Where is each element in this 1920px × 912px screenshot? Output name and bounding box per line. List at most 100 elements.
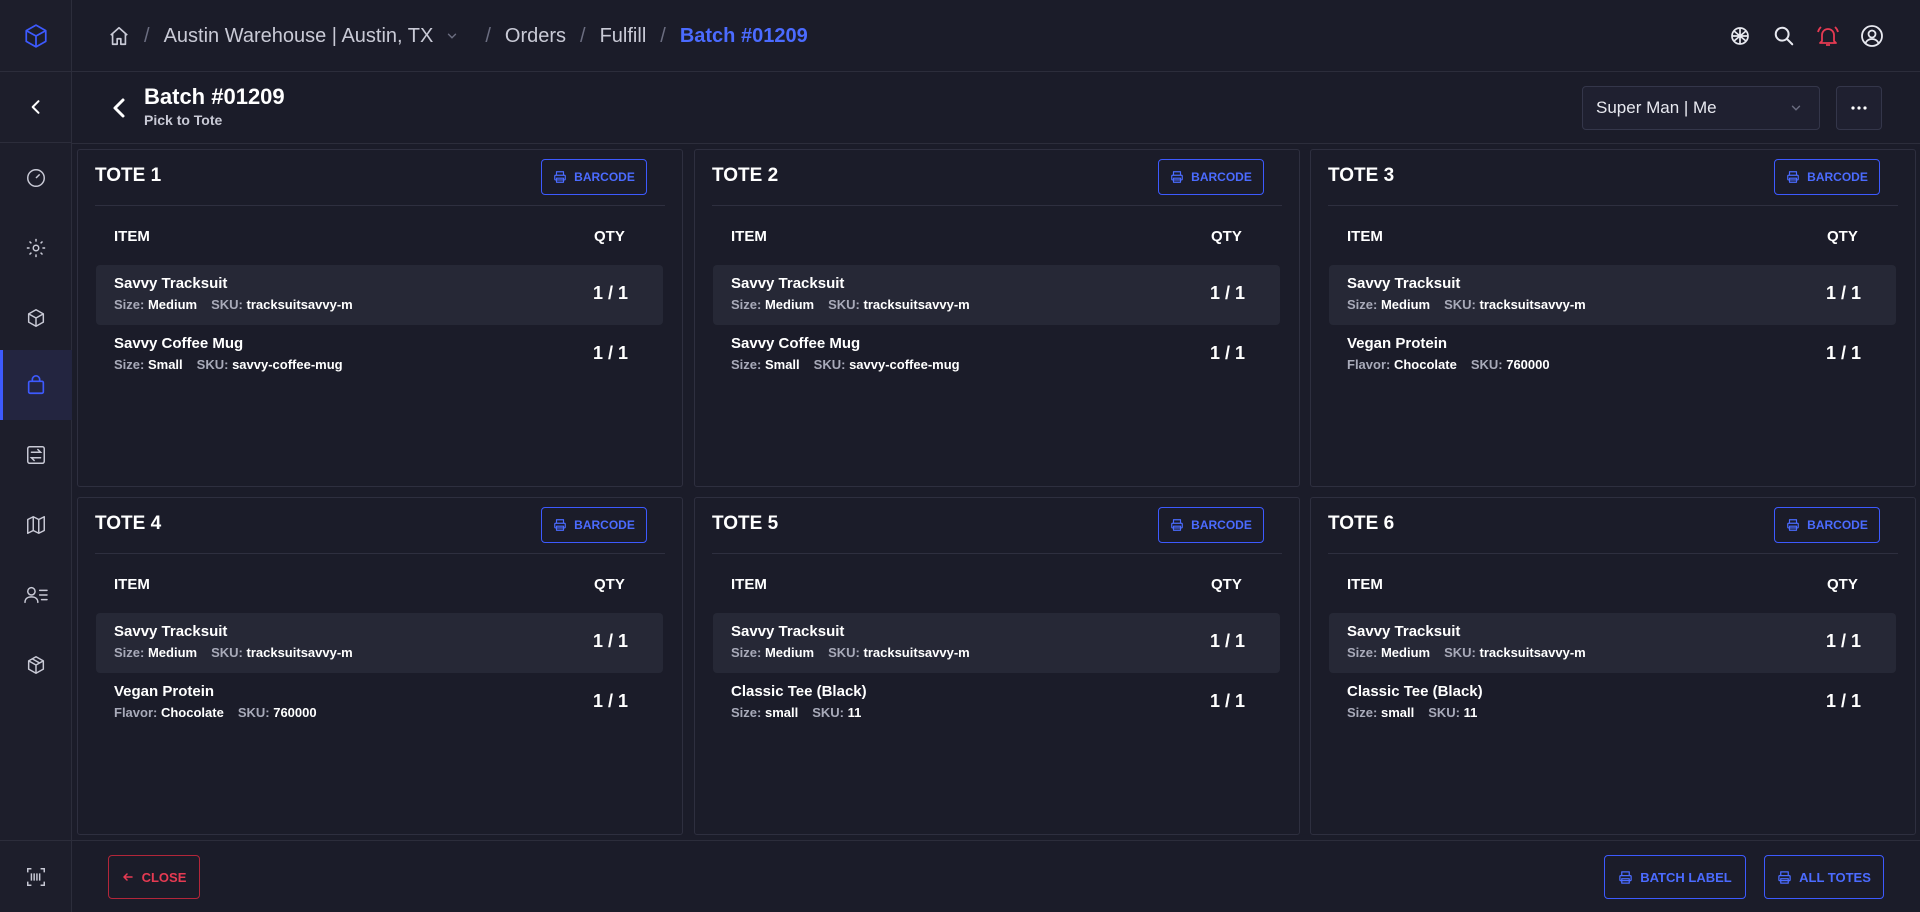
chevron-down-icon — [1791, 105, 1801, 111]
barcode-button[interactable]: BARCODE — [541, 507, 647, 543]
tote-title: TOTE 1 — [95, 165, 162, 186]
list-item[interactable]: Savvy Tracksuit Size: Medium SKU: tracksui… — [713, 613, 1280, 673]
close-label: CLOSE — [141, 869, 187, 885]
breadcrumb-orders[interactable]: Orders — [504, 24, 567, 47]
transfer-icon[interactable] — [0, 420, 72, 490]
breadcrumb-separator: / — [485, 24, 491, 47]
barcode-scan-icon[interactable] — [0, 840, 72, 912]
item-name: Savvy Tracksuit — [114, 275, 228, 292]
package-icon[interactable] — [0, 630, 72, 700]
item-name: Savvy Tracksuit — [1347, 275, 1461, 292]
ellipsis-icon — [1851, 106, 1867, 110]
printer-icon — [554, 519, 566, 531]
printer-icon — [554, 171, 566, 183]
list-item[interactable]: Savvy Coffee Mug Size: Small SKU: savvy-co… — [96, 325, 663, 385]
sku-value: tracksuitsavvy-m — [863, 297, 970, 312]
chevron-left-icon[interactable] — [0, 72, 72, 143]
breadcrumb-separator: / — [580, 24, 586, 47]
item-meta: Size: Small SKU: savvy-coffee-mug — [114, 357, 343, 372]
list-item[interactable]: Classic Tee (Black) Size: small SKU: 11 1 /… — [1329, 673, 1896, 733]
item-meta: Size: Medium SKU: tracksuitsavvy-m — [1347, 297, 1586, 312]
user-list-icon[interactable] — [0, 560, 72, 630]
column-header-qty: QTY — [1211, 228, 1242, 245]
breadcrumb-fulfill[interactable]: Fulfill — [599, 24, 647, 47]
search-icon[interactable] — [1772, 24, 1796, 48]
barcode-label: BARCODE — [574, 170, 635, 184]
batch-label-button[interactable]: BATCH LABEL — [1604, 855, 1746, 899]
home-icon[interactable] — [108, 25, 130, 47]
item-name: Savvy Tracksuit — [731, 275, 845, 292]
tote-title: TOTE 6 — [1328, 513, 1395, 534]
sku-value: tracksuitsavvy-m — [246, 645, 353, 660]
map-icon[interactable] — [0, 490, 72, 560]
list-item[interactable]: Savvy Tracksuit Size: Medium SKU: tracksui… — [713, 265, 1280, 325]
item-meta: Size: Small SKU: savvy-coffee-mug — [731, 357, 960, 372]
barcode-label: BARCODE — [1191, 518, 1252, 532]
sku-label: SKU: — [828, 297, 860, 312]
more-options-button[interactable] — [1836, 86, 1882, 130]
shopping-bag-icon[interactable] — [0, 350, 72, 420]
tote-card: TOTE 3 BARCODE ITEM QTY Savvy Tracksuit Size:… — [1310, 149, 1916, 487]
item-qty: 1 / 1 — [593, 691, 629, 711]
attr-label: Size: — [1347, 705, 1378, 720]
item-name: Savvy Coffee Mug — [731, 335, 861, 352]
tote-card: TOTE 5 BARCODE ITEM QTY Savvy Tracksuit Size:… — [694, 497, 1300, 835]
attr-label: Size: — [114, 297, 145, 312]
item-meta: Size: Medium SKU: tracksuitsavvy-m — [731, 645, 970, 660]
list-item[interactable]: Savvy Tracksuit Size: Medium SKU: tracksui… — [96, 265, 663, 325]
barcode-button[interactable]: BARCODE — [1158, 507, 1264, 543]
breadcrumb-separator: / — [144, 24, 150, 47]
printer-icon — [1171, 171, 1183, 183]
barcode-button[interactable]: BARCODE — [1158, 159, 1264, 195]
column-header-item: ITEM — [731, 228, 767, 245]
tote-card: TOTE 4 BARCODE ITEM QTY Savvy Tracksuit Size:… — [77, 497, 683, 835]
item-qty: 1 / 1 — [1826, 343, 1862, 363]
gear-icon[interactable] — [0, 213, 72, 283]
sku-label: SKU: — [196, 357, 229, 372]
list-item[interactable]: Savvy Coffee Mug Size: Small SKU: savvy-co… — [713, 325, 1280, 385]
sku-label: SKU: — [211, 297, 243, 312]
column-header-item: ITEM — [1347, 576, 1383, 593]
list-item[interactable]: Savvy Tracksuit Size: Medium SKU: tracksui… — [1329, 613, 1896, 673]
tote-title: TOTE 3 — [1328, 165, 1395, 186]
item-qty: 1 / 1 — [1210, 283, 1246, 303]
all-totes-button[interactable]: ALL TOTES — [1764, 855, 1884, 899]
barcode-button[interactable]: BARCODE — [1774, 507, 1880, 543]
user-circle-icon[interactable] — [1860, 24, 1884, 48]
sku-value: 11 — [1463, 705, 1478, 720]
arrow-left-icon — [122, 873, 133, 881]
list-item[interactable]: Vegan Protein Flavor: Chocolate SKU: 76000… — [96, 673, 663, 733]
list-item[interactable]: Vegan Protein Flavor: Chocolate SKU: 76000… — [1329, 325, 1896, 385]
dashboard-gauge-icon[interactable] — [0, 143, 72, 213]
printer-icon — [1619, 870, 1632, 884]
barcode-button[interactable]: BARCODE — [1774, 159, 1880, 195]
attr-value: Medium — [1380, 645, 1431, 660]
close-button[interactable]: CLOSE — [108, 855, 200, 899]
item-meta: Size: Medium SKU: tracksuitsavvy-m — [114, 645, 353, 660]
barcode-button[interactable]: BARCODE — [541, 159, 647, 195]
divider — [1328, 553, 1898, 554]
item-meta: Size: Medium SKU: tracksuitsavvy-m — [1347, 645, 1586, 660]
assignee-value: Super Man | Me — [1596, 98, 1717, 117]
cube-logo-icon[interactable] — [0, 0, 72, 72]
list-item[interactable]: Savvy Tracksuit Size: Medium SKU: tracksui… — [1329, 265, 1896, 325]
footer: CLOSE BATCH LABEL ALL TOTES — [72, 840, 1920, 912]
assignee-select[interactable]: Super Man | Me — [1582, 86, 1820, 130]
bell-alert-icon[interactable] — [1816, 24, 1840, 48]
attr-value: Medium — [147, 645, 198, 660]
item-qty: 1 / 1 — [1826, 631, 1862, 651]
printer-icon — [1171, 519, 1183, 531]
warehouse-select[interactable]: Austin Warehouse | Austin, TX — [164, 25, 460, 48]
item-name: Vegan Protein — [114, 683, 215, 700]
globe-bug-icon[interactable] — [1728, 24, 1752, 48]
item-name: Savvy Tracksuit — [731, 623, 845, 640]
sku-label: SKU: — [1444, 645, 1476, 660]
back-arrow-icon[interactable] — [110, 96, 130, 120]
sku-value: savvy-coffee-mug — [849, 357, 960, 372]
tote-card: TOTE 6 BARCODE ITEM QTY Savvy Tracksuit Size:… — [1310, 497, 1916, 835]
box-icon[interactable] — [0, 283, 72, 353]
list-item[interactable]: Savvy Tracksuit Size: Medium SKU: tracksui… — [96, 613, 663, 673]
list-item[interactable]: Classic Tee (Black) Size: small SKU: 11 1 /… — [713, 673, 1280, 733]
item-meta: Size: Medium SKU: tracksuitsavvy-m — [114, 297, 353, 312]
column-header-qty: QTY — [594, 228, 625, 245]
